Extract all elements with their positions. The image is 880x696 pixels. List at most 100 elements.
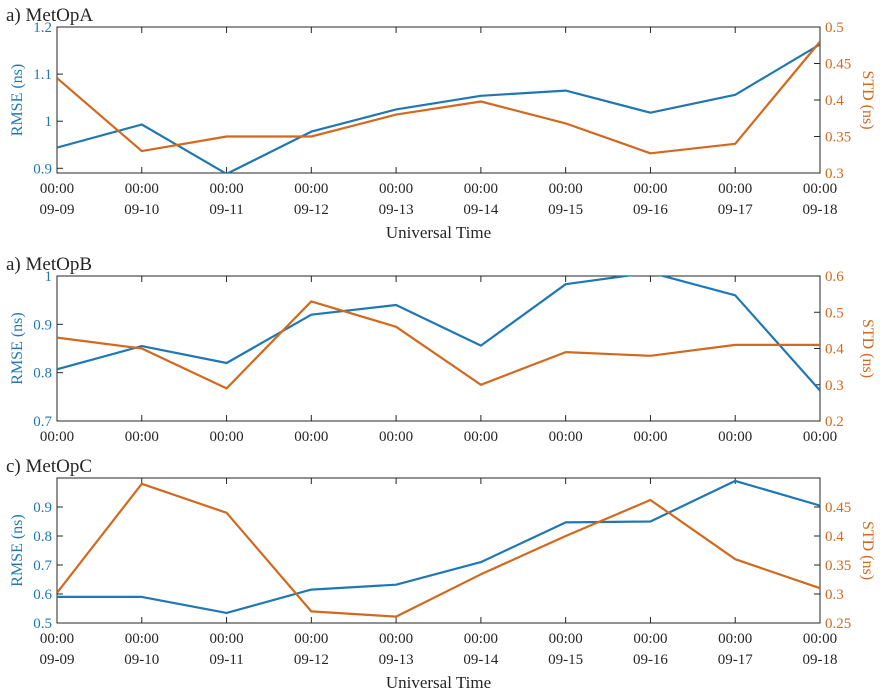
- right-tick-label: 0.2: [825, 414, 844, 430]
- x-tick-time-label: 00:00: [803, 631, 837, 647]
- x-tick-time-label: 00:00: [294, 429, 328, 445]
- right-tick-label: 0.6: [825, 269, 844, 285]
- right-tick-label: 0.45: [825, 500, 851, 516]
- std-series-line: [57, 40, 820, 155]
- x-tick-time-label: 00:00: [125, 631, 159, 647]
- x-tick-date-label: 09-16: [633, 202, 668, 218]
- x-tick-time-label: 00:00: [549, 631, 583, 647]
- x-tick-time-label: 00:00: [718, 181, 752, 197]
- x-tick-date-label: 09-17: [718, 652, 753, 668]
- right-tick-label: 0.25: [825, 616, 851, 632]
- x-tick-date-label: 09-18: [803, 652, 838, 668]
- x-tick-time-label: 00:00: [718, 429, 752, 445]
- right-axis-title: STD (ns): [859, 319, 876, 378]
- panel-title: a) MetOpB: [6, 254, 92, 275]
- x-tick-time-label: 00:00: [125, 181, 159, 197]
- x-axis-title: Universal Time: [386, 673, 491, 692]
- x-tick-date-label: 09-09: [40, 202, 75, 218]
- std-series-line: [57, 300, 820, 390]
- left-tick-label: 1.2: [33, 20, 52, 36]
- left-tick-label: 0.9: [33, 317, 52, 333]
- x-tick-time-label: 00:00: [40, 181, 74, 197]
- x-tick-date-label: 09-17: [718, 202, 753, 218]
- x-tick-date-label: 09-16: [633, 652, 668, 668]
- x-tick-time-label: 00:00: [803, 429, 837, 445]
- right-tick-label: 0.3: [825, 587, 844, 603]
- x-tick-date-label: 09-10: [124, 202, 159, 218]
- left-axis-title: RMSE (ns): [9, 514, 26, 586]
- x-tick-date-label: 09-14: [463, 652, 498, 668]
- x-tick-time-label: 00:00: [633, 429, 667, 445]
- right-tick-label: 0.4: [825, 342, 844, 358]
- left-tick-label: 0.7: [33, 414, 52, 430]
- x-tick-date-label: 09-15: [548, 652, 583, 668]
- x-tick-time-label: 00:00: [464, 429, 498, 445]
- right-tick-label: 0.35: [825, 558, 851, 574]
- right-tick-label: 0.3: [825, 378, 844, 394]
- x-tick-date-label: 09-12: [294, 202, 329, 218]
- left-tick-label: 1: [45, 114, 53, 130]
- x-tick-time-label: 00:00: [209, 631, 243, 647]
- rmse-series-line: [57, 43, 820, 173]
- left-tick-label: 0.8: [33, 529, 52, 545]
- left-tick-label: 0.6: [33, 587, 52, 603]
- panel-2: a) MetOpB 0.7 0.8 0.9 1 0.2 0.3 0.4 0.5 0.6 RMSE (…: [6, 254, 876, 445]
- right-tick-label: 0.4: [825, 529, 844, 545]
- x-tick-time-label: 00:00: [549, 181, 583, 197]
- left-tick-label: 0.7: [33, 558, 52, 574]
- rmse-series-line: [57, 276, 820, 392]
- right-axis-title: STD (ns): [859, 70, 876, 129]
- x-tick-date-label: 09-12: [294, 652, 329, 668]
- x-tick-time-label: 00:00: [718, 631, 752, 647]
- x-tick-time-label: 00:00: [125, 429, 159, 445]
- std-series-line: [57, 482, 820, 618]
- left-axis-title: RMSE (ns): [9, 64, 26, 136]
- plot-frame: [56, 477, 821, 624]
- right-axis-title: STD (ns): [859, 521, 876, 580]
- x-tick-time-label: 00:00: [379, 631, 413, 647]
- x-tick-time-label: 00:00: [803, 181, 837, 197]
- x-tick-time-label: 00:00: [209, 429, 243, 445]
- left-axis-title: RMSE (ns): [9, 312, 26, 384]
- x-tick-time-label: 00:00: [294, 631, 328, 647]
- x-tick-time-label: 00:00: [294, 181, 328, 197]
- panel-title: c) MetOpC: [6, 456, 92, 477]
- x-tick-time-label: 00:00: [40, 429, 74, 445]
- left-tick-label: 1: [45, 269, 53, 285]
- right-tick-label: 0.5: [825, 305, 844, 321]
- x-tick-time-label: 00:00: [209, 181, 243, 197]
- x-tick-time-label: 00:00: [633, 631, 667, 647]
- x-axis-title: Universal Time: [386, 223, 491, 242]
- x-tick-time-label: 00:00: [379, 181, 413, 197]
- x-tick-date-label: 09-10: [124, 652, 159, 668]
- x-tick-date-label: 09-09: [40, 652, 75, 668]
- x-tick-date-label: 09-14: [463, 202, 498, 218]
- x-tick-time-label: 00:00: [464, 631, 498, 647]
- x-tick-date-label: 09-13: [379, 202, 414, 218]
- left-tick-label: 0.8: [33, 366, 52, 382]
- rmse-series-line: [57, 479, 820, 615]
- x-tick-time-label: 00:00: [549, 429, 583, 445]
- right-tick-label: 0.45: [825, 57, 851, 73]
- right-tick-label: 0.5: [825, 20, 844, 36]
- panel-title: a) MetOpA: [6, 5, 93, 26]
- x-tick-time-label: 00:00: [40, 631, 74, 647]
- left-tick-label: 0.9: [33, 161, 52, 177]
- x-tick-time-label: 00:00: [379, 429, 413, 445]
- left-tick-label: 0.5: [33, 616, 52, 632]
- x-tick-date-label: 09-13: [379, 652, 414, 668]
- x-tick-date-label: 09-11: [209, 202, 243, 218]
- x-tick-time-label: 00:00: [633, 181, 667, 197]
- left-tick-label: 0.9: [33, 500, 52, 516]
- x-tick-date-label: 09-11: [209, 652, 243, 668]
- left-tick-label: 1.1: [33, 67, 52, 83]
- x-tick-date-label: 09-15: [548, 202, 583, 218]
- x-tick-date-label: 09-18: [803, 202, 838, 218]
- right-tick-label: 0.35: [825, 130, 851, 146]
- right-tick-label: 0.3: [825, 166, 844, 182]
- x-tick-time-label: 00:00: [464, 181, 498, 197]
- panel-1: a) MetOpA 0.9 1 1.1 1.2 0.3 0.35 0.4 0.45 0.5 RMSE…: [6, 5, 876, 242]
- right-tick-label: 0.4: [825, 93, 844, 109]
- panel-3: c) MetOpC 0.5 0.6 0.7 0.8 0.9 0.25 0.3 0.35 0.4 0.…: [6, 456, 876, 692]
